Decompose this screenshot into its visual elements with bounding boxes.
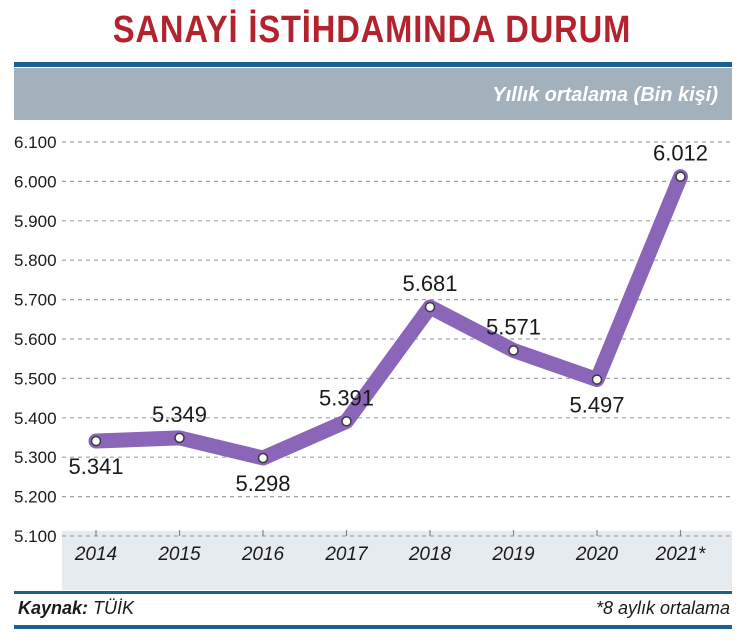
source-note: Kaynak: TÜİK [18, 598, 134, 619]
data-label: 5.571 [486, 314, 541, 339]
series-line [88, 169, 688, 466]
x-tick-label: 2021* [655, 544, 706, 565]
chart-title: SANAYİ İSTİHDAMINDA DURUM [112, 9, 632, 51]
x-tick-label: 2019 [491, 544, 535, 565]
footer-rule [14, 591, 732, 594]
x-tick-label: 2014 [74, 544, 117, 565]
x-tick-label: 2015 [157, 544, 201, 565]
y-tick-label: 5.300 [14, 448, 57, 467]
x-tick-label: 2018 [408, 544, 452, 565]
data-label: 5.349 [152, 402, 207, 427]
y-tick-label: 5.100 [14, 527, 57, 546]
bottom-rule [14, 625, 732, 629]
data-point [90, 435, 102, 447]
data-point [174, 432, 185, 444]
y-tick-label: 5.500 [14, 369, 57, 388]
footnote: *8 aylık ortalama [595, 598, 730, 618]
data-label: 5.341 [68, 454, 123, 479]
chart-subtitle: Yıllık ortalama (Bin kişi) [492, 84, 718, 106]
data-point [508, 345, 519, 356]
data-label: 5.681 [402, 271, 457, 296]
y-tick-label: 5.700 [14, 291, 57, 310]
x-tick-label: 2016 [241, 544, 285, 565]
y-tick-label: 5.900 [14, 212, 57, 231]
source-label: Kaynak: [18, 598, 89, 618]
x-axis-band [62, 531, 732, 590]
x-tick-label: 2020 [575, 544, 619, 565]
data-point [257, 452, 269, 464]
title-rule [14, 62, 732, 67]
data-point [341, 416, 352, 427]
data-label: 5.497 [569, 393, 624, 418]
data-point [591, 374, 603, 385]
y-tick-label: 5.400 [14, 409, 57, 428]
data-point [424, 301, 436, 313]
y-tick-label: 5.200 [14, 488, 57, 507]
data-label: 6.012 [653, 141, 708, 166]
source-value: TÜİK [93, 598, 135, 618]
y-tick-label: 6.100 [14, 133, 57, 152]
data-point [675, 171, 686, 182]
x-tick-label: 2017 [324, 544, 369, 565]
y-tick-label: 5.800 [14, 251, 57, 270]
data-label: 5.391 [319, 385, 374, 410]
y-tick-label: 6.000 [14, 172, 57, 191]
subtitle-band [14, 68, 732, 120]
data-label: 5.298 [235, 471, 290, 496]
y-tick-label: 5.600 [14, 330, 57, 349]
